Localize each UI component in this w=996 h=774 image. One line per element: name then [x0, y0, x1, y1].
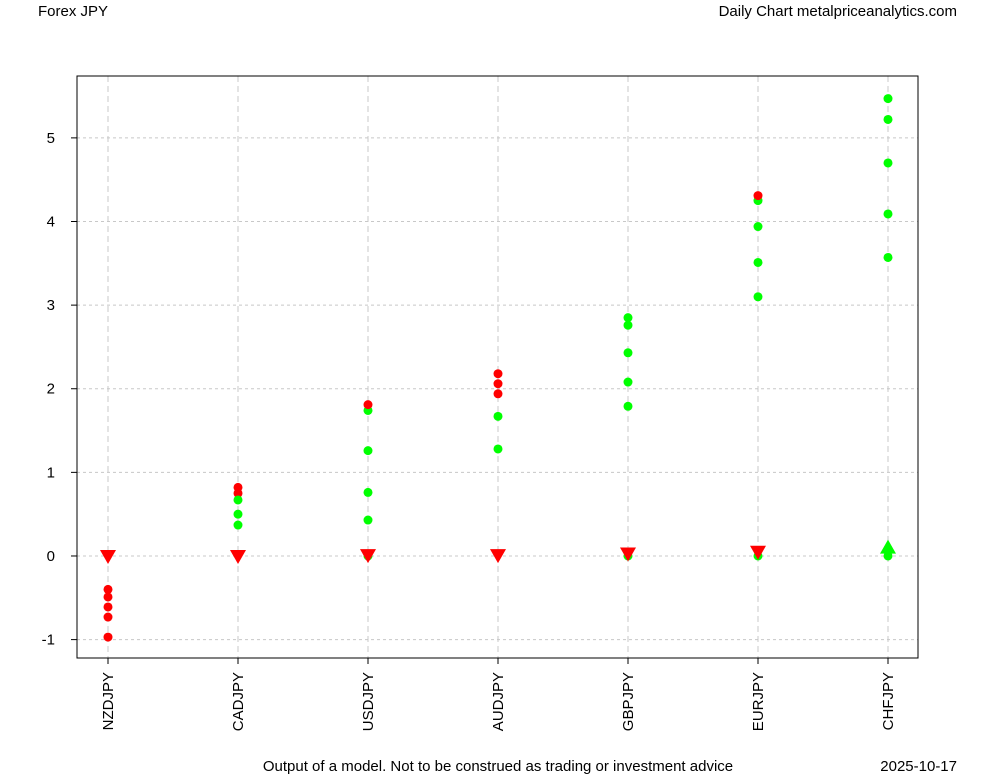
data-point-eurjpy	[753, 257, 763, 267]
chart-title-left: Forex JPY	[38, 3, 108, 20]
signal-marker-audjpy	[490, 549, 506, 564]
data-point-nzdjpy	[103, 612, 113, 622]
x-tick-label: EURJPY	[750, 672, 767, 731]
data-point-gbpjpy	[623, 401, 633, 411]
x-tick-label: USDJPY	[360, 672, 377, 731]
data-point-chfjpy	[883, 114, 893, 124]
data-point-chfjpy	[883, 551, 893, 561]
data-point-audjpy	[493, 379, 503, 389]
disclaimer: Output of a model. Not to be construed a…	[263, 758, 733, 774]
x-axis: NZDJPY CADJPY USDJPY AUDJPY GBPJPY EURJPY CHFJ…	[100, 658, 897, 731]
data-point-nzdjpy	[103, 584, 113, 594]
data-point-chfjpy	[883, 209, 893, 219]
signal-marker-usdjpy	[360, 549, 376, 564]
y-tick-label: 2	[47, 381, 55, 398]
y-tick-label: -1	[42, 632, 55, 649]
signal-marker-nzdjpy	[100, 549, 116, 564]
y-tick-label: 4	[47, 214, 55, 231]
data-point-nzdjpy	[103, 602, 113, 612]
y-tick-label: 0	[47, 548, 55, 565]
data-point-cadjpy	[233, 509, 243, 519]
signal-marker-cadjpy	[230, 549, 246, 564]
data-point-gbpjpy	[623, 313, 633, 323]
data-point-cadjpy	[233, 488, 243, 498]
data-point-cadjpy	[233, 495, 243, 505]
x-tick-label: CHFJPY	[880, 672, 897, 730]
data-points	[100, 94, 896, 642]
signal-marker-chfjpy	[880, 539, 896, 554]
x-tick-label: AUDJPY	[490, 672, 507, 731]
data-point-nzdjpy	[103, 632, 113, 642]
signal-marker-eurjpy	[750, 545, 766, 560]
data-point-audjpy	[493, 411, 503, 421]
data-point-usdjpy	[363, 515, 373, 525]
data-point-nzdjpy	[103, 592, 113, 602]
data-point-chfjpy	[883, 94, 893, 104]
data-point-gbpjpy	[623, 377, 633, 387]
data-point-gbpjpy	[623, 320, 633, 330]
y-tick-label: 1	[47, 464, 55, 481]
x-tick-label: GBPJPY	[620, 672, 637, 731]
y-tick-label: 5	[47, 130, 55, 147]
data-point-gbpjpy	[623, 348, 633, 358]
data-point-usdjpy	[363, 446, 373, 456]
data-point-cadjpy	[233, 520, 243, 530]
data-point-eurjpy	[753, 191, 763, 201]
x-tick-label: NZDJPY	[100, 672, 117, 730]
y-axis: -1 0 1 2 3 4 5	[42, 130, 77, 649]
data-point-audjpy	[493, 444, 503, 454]
y-tick-label: 3	[47, 297, 55, 314]
data-point-audjpy	[493, 369, 503, 379]
data-point-usdjpy	[363, 400, 373, 410]
plot-frame	[76, 75, 919, 659]
data-point-chfjpy	[883, 158, 893, 168]
signal-marker-gbpjpy	[620, 547, 636, 562]
x-tick-label: CADJPY	[230, 672, 247, 731]
chart-date: 2025-10-17	[880, 758, 957, 774]
grid	[77, 76, 918, 658]
data-point-eurjpy	[753, 292, 763, 302]
data-point-chfjpy	[883, 252, 893, 262]
data-point-eurjpy	[753, 222, 763, 232]
data-point-audjpy	[493, 389, 503, 399]
data-point-usdjpy	[363, 487, 373, 497]
chart-title-right: Daily Chart metalpriceanalytics.com	[719, 3, 957, 20]
